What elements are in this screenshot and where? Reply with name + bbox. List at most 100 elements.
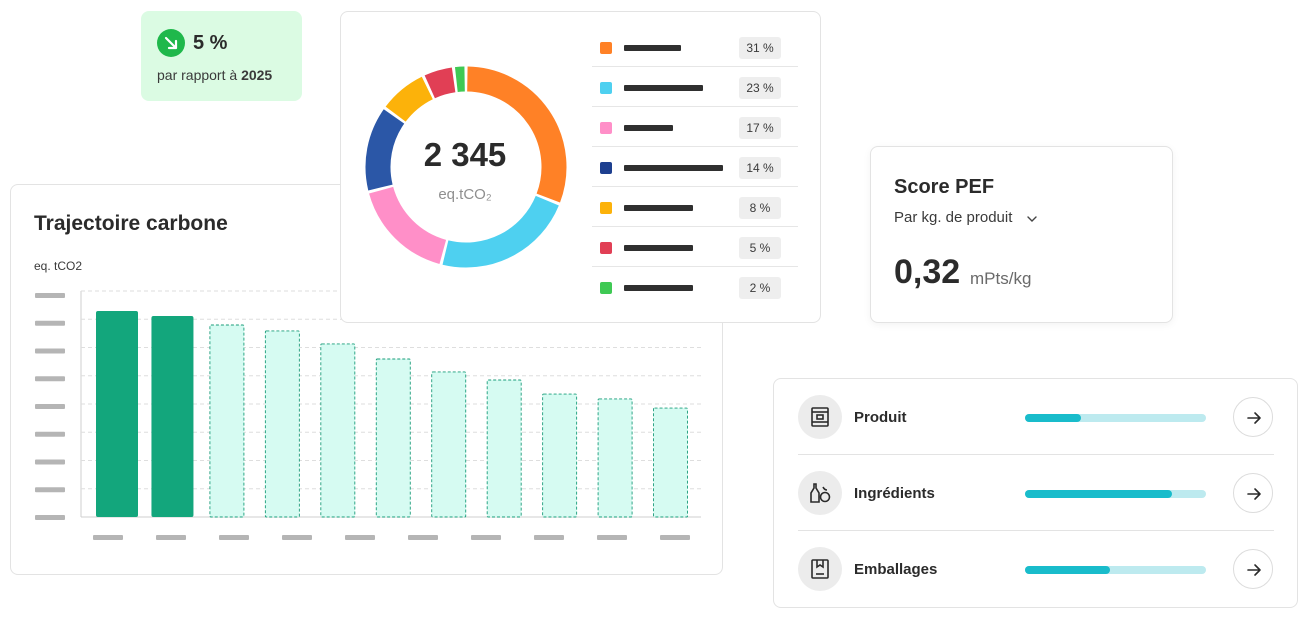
legend-label-redacted [624, 245, 693, 251]
category-progress [1025, 414, 1206, 422]
bar-projected [264, 330, 300, 518]
emissions-donut-chart [365, 66, 567, 268]
arrow-right-icon [1247, 412, 1261, 424]
x-tick-label-redacted [660, 535, 690, 540]
y-tick-label-redacted [35, 431, 65, 437]
x-tick-label-redacted [219, 535, 249, 540]
reduction-reference: par rapport à 2025 [157, 67, 272, 83]
legend-percent: 31 % [739, 37, 781, 59]
category-open-button[interactable] [1233, 473, 1273, 513]
reduction-reference-prefix: par rapport à [157, 67, 238, 83]
pef-unit-selector[interactable]: Par kg. de produit [894, 209, 1037, 226]
category-open-button[interactable] [1233, 397, 1273, 437]
legend-percent: 23 % [739, 77, 781, 99]
emissions-unit: eq.tCO₂ [438, 186, 492, 203]
y-tick-label-redacted [35, 487, 65, 493]
legend-percent: 17 % [739, 117, 781, 139]
legend-label-redacted [624, 125, 673, 131]
chevron-down-icon [1026, 213, 1037, 225]
donut-slice [369, 186, 447, 264]
bar-actual [96, 311, 138, 517]
x-tick-label-redacted [597, 535, 627, 540]
emissions-total: 2 345 [423, 136, 507, 173]
legend-label-redacted [624, 85, 703, 91]
reduction-value: 5 % [193, 32, 228, 54]
legend-item: 8 % [592, 187, 798, 227]
arrow-down-right-icon [157, 29, 185, 57]
category-open-button[interactable] [1233, 549, 1273, 589]
category-row-produit[interactable]: Produit [798, 379, 1274, 455]
x-tick-label-redacted [471, 535, 501, 540]
legend-item: 14 % [592, 147, 798, 187]
donut-slice [385, 76, 434, 123]
bar-actual [151, 315, 194, 517]
bar-projected [486, 379, 522, 518]
category-progress [1025, 490, 1206, 498]
reduction-badge: 5 % par rapport à 2025 [141, 11, 302, 101]
category-progress-fill [1025, 490, 1172, 498]
legend-swatch [600, 282, 612, 294]
arrow-right-icon [1247, 488, 1261, 500]
donut-slice [365, 109, 405, 191]
category-label: Produit [854, 409, 907, 426]
legend-label-redacted [624, 285, 693, 291]
category-row-ingredients[interactable]: Ingrédients [798, 455, 1274, 531]
y-tick-label-redacted [35, 515, 65, 520]
legend-item: 31 % [592, 27, 798, 67]
y-tick-label-redacted [35, 376, 65, 382]
y-tick-label-redacted [35, 320, 65, 326]
legend-swatch [600, 122, 612, 134]
category-label: Emballages [854, 561, 938, 578]
donut-legend: 31 % 23 % 17 % 14 % 8 % 5 % 2 % [592, 27, 798, 307]
bar-projected [375, 358, 411, 518]
pef-value: 0,32 [894, 253, 961, 291]
pef-score-card: Score PEF Par kg. de produit 0,32 mPts/k… [870, 146, 1173, 323]
bar-projected [209, 324, 245, 518]
y-tick-label-redacted [35, 459, 65, 465]
donut-slice [466, 66, 567, 203]
legend-percent: 2 % [739, 277, 781, 299]
legend-percent: 5 % [739, 237, 781, 259]
legend-swatch [600, 162, 612, 174]
bar-projected [431, 371, 467, 518]
legend-swatch [600, 202, 612, 214]
legend-item: 17 % [592, 107, 798, 147]
x-tick-label-redacted [345, 535, 375, 540]
trajectory-title: Trajectoire carbone [34, 212, 228, 235]
x-tick-label-redacted [282, 535, 312, 540]
donut-slice [454, 66, 465, 92]
y-tick-label-redacted [35, 404, 65, 409]
legend-label-redacted [624, 205, 693, 211]
ingredients-icon [798, 471, 842, 515]
donut-slice [442, 195, 559, 268]
x-tick-label-redacted [534, 535, 564, 540]
legend-label-redacted [624, 45, 681, 51]
bar-projected [653, 407, 688, 518]
legend-label-redacted [624, 165, 723, 171]
category-progress-fill [1025, 414, 1082, 422]
y-tick-label-redacted [35, 293, 65, 298]
bar-projected [597, 398, 633, 518]
pef-value-unit: mPts/kg [970, 269, 1032, 288]
legend-swatch [600, 242, 612, 254]
category-progress [1025, 566, 1206, 574]
trajectory-unit: eq. tCO2 [34, 259, 83, 273]
legend-swatch [600, 42, 612, 54]
y-tick-label-redacted [35, 348, 65, 354]
reduction-reference-year: 2025 [241, 67, 273, 83]
x-tick-label-redacted [156, 535, 186, 540]
legend-item: 2 % [592, 267, 798, 307]
bar-projected [542, 393, 578, 518]
x-tick-label-redacted [93, 535, 123, 540]
trajectory-chart [35, 290, 701, 540]
bar-projected [320, 343, 356, 518]
legend-percent: 8 % [739, 197, 781, 219]
donut-slice [424, 67, 456, 99]
pef-selector-label: Par kg. de produit [894, 209, 1013, 226]
impact-categories-card: Produit Ingrédients Emballages [773, 378, 1298, 608]
category-label: Ingrédients [854, 485, 935, 502]
arrow-right-icon [1247, 564, 1261, 576]
emissions-breakdown-card: 2 345 eq.tCO₂ 31 % 23 % 17 % 14 % 8 % 5 % 2 % [340, 11, 821, 323]
product-box-icon [798, 395, 842, 439]
category-row-emballages[interactable]: Emballages [798, 531, 1274, 607]
